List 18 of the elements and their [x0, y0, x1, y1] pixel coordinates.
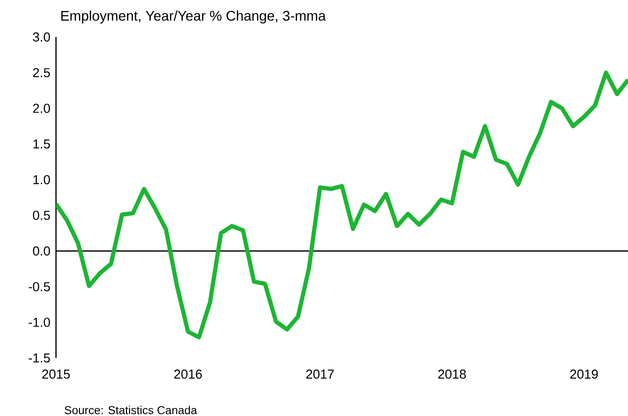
y-tick-label: 0.0	[32, 246, 50, 256]
y-tick-label: -1.5	[28, 353, 50, 363]
x-tick-label: 2015	[42, 370, 70, 379]
y-tick-label: 2.5	[33, 68, 50, 78]
source-note: Source: Statistics Canada	[64, 406, 198, 414]
y-tick-label: 3.0	[32, 32, 50, 42]
x-tick-label: 2018	[438, 370, 466, 379]
line-series	[56, 70, 628, 340]
chart-title: Employment, Year/Year % Change, 3-mma	[61, 10, 326, 24]
y-tick-label: -0.5	[28, 282, 50, 292]
x-tick-label: 2016	[174, 370, 202, 379]
x-tick-label: 2019	[570, 370, 598, 379]
y-tick-label: 0.5	[32, 210, 50, 220]
y-tick-label: 2.0	[33, 104, 50, 113]
y-tick-label: 1.0	[33, 175, 50, 184]
y-tick-label: 1.5	[33, 139, 50, 149]
x-tick-label: 2017	[306, 370, 334, 379]
y-tick-label: -1.0	[28, 318, 50, 327]
